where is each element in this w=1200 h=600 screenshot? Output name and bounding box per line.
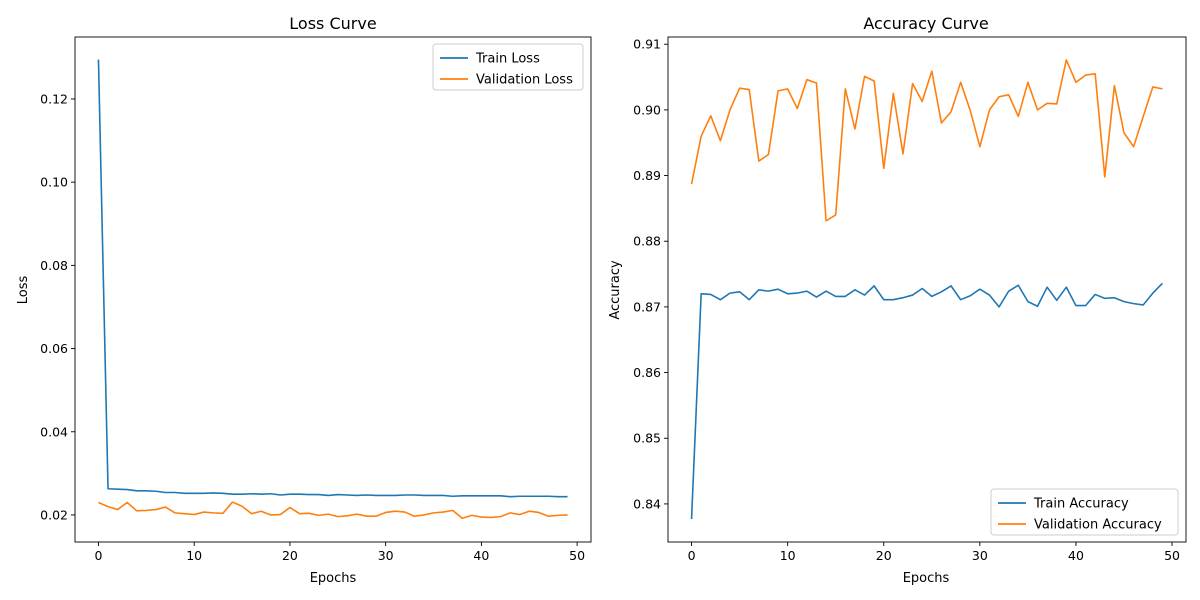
chart-title: Accuracy Curve <box>863 14 988 33</box>
plot-frame <box>667 36 1187 543</box>
chart-title: Loss Curve <box>289 14 376 33</box>
x-tick-label: 50 <box>569 548 585 563</box>
y-tick-label: 0.02 <box>40 507 68 522</box>
y-tick-label: 0.08 <box>40 258 68 273</box>
x-tick-label: 40 <box>473 548 489 563</box>
x-tick-label: 30 <box>972 548 988 563</box>
x-axis-label: Epochs <box>310 571 357 586</box>
y-tick-label: 0.90 <box>633 102 661 117</box>
x-tick-label: 30 <box>378 548 394 563</box>
legend-label: Train Accuracy <box>1033 497 1129 512</box>
legend: Train Loss Validation Loss <box>432 43 584 91</box>
x-tick-label: 20 <box>282 548 298 563</box>
series-line-validation <box>98 501 568 520</box>
legend-label: Validation Loss <box>476 73 573 88</box>
x-tick-label: 50 <box>1164 548 1180 563</box>
y-tick-label: 0.85 <box>633 431 661 446</box>
y-tick-label: 0.12 <box>40 91 68 106</box>
y-tick-label: 0.10 <box>40 175 68 190</box>
x-tick-label: 10 <box>780 548 796 563</box>
y-tick-label: 0.89 <box>633 168 661 183</box>
x-tick-label: 10 <box>186 548 202 563</box>
y-tick-label: 0.86 <box>633 365 661 380</box>
accuracy-chart: Accuracy Curve Epochs Accuracy 0 10 20 30 40… <box>608 14 1187 586</box>
y-tick-label: 0.88 <box>633 234 661 249</box>
y-tick-label: 0.06 <box>40 341 68 356</box>
x-axis-label: Epochs <box>903 571 950 586</box>
y-tick-label: 0.84 <box>633 496 661 511</box>
legend-label: Train Loss <box>475 52 540 67</box>
x-tick-label: 40 <box>1068 548 1084 563</box>
legend-box <box>990 488 1179 536</box>
legend-label: Validation Accuracy <box>1034 518 1162 533</box>
x-tick-label: 0 <box>688 548 696 563</box>
legend: Train Accuracy Validation Accuracy <box>990 488 1179 536</box>
series-line-validation <box>690 59 1163 222</box>
legend-box <box>432 43 584 91</box>
y-tick-label: 0.04 <box>40 424 68 439</box>
series-line-train <box>97 59 568 498</box>
y-tick-label: 0.91 <box>633 37 661 52</box>
y-axis-label: Accuracy <box>608 260 623 320</box>
x-tick-label: 20 <box>876 548 892 563</box>
plot-frame <box>74 36 592 543</box>
y-axis-label: Loss <box>16 276 31 305</box>
loss-chart: Loss Curve Epochs Loss 0 10 20 30 40 50 0.02 0.… <box>16 14 592 586</box>
x-tick-label: 0 <box>94 548 102 563</box>
series-line-train <box>690 282 1164 520</box>
y-tick-label: 0.87 <box>633 299 661 314</box>
